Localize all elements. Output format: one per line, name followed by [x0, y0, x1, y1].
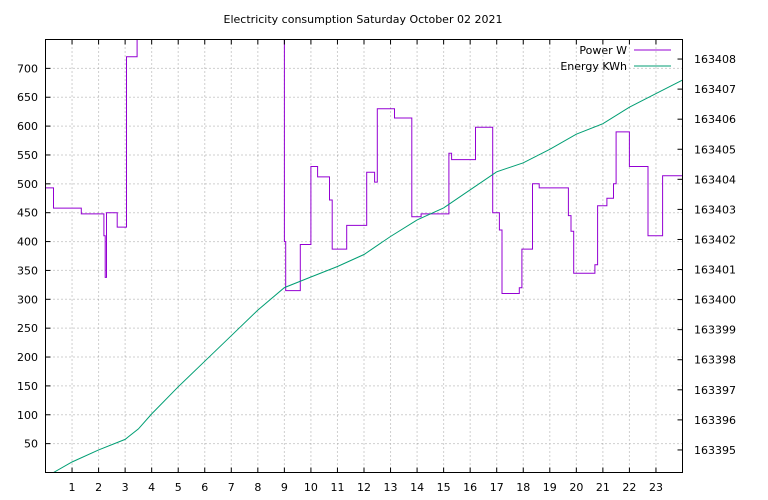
- y-left-tick-label: 450: [17, 207, 38, 220]
- y-left-tick-label: 200: [17, 351, 38, 364]
- x-tick-label: 20: [569, 481, 583, 494]
- x-tick-label: 23: [649, 481, 663, 494]
- y-right-tick-label: 163405: [694, 143, 736, 156]
- y-left-tick-label: 650: [17, 91, 38, 104]
- x-tick-label: 21: [596, 481, 610, 494]
- y-right-tick-label: 163398: [694, 354, 736, 367]
- x-tick-label: 14: [410, 481, 424, 494]
- legend-label-energy-kwh: Energy KWh: [560, 60, 627, 73]
- x-tick-label: 1: [69, 481, 76, 494]
- y-left-tick-label: 400: [17, 236, 38, 249]
- y-right-tick-label: 163402: [694, 233, 736, 246]
- y-right-tick-label: 163396: [694, 414, 736, 427]
- x-tick-label: 16: [463, 481, 477, 494]
- x-tick-label: 6: [201, 481, 208, 494]
- axis-ticks: 1 2 3 4 5 6 7 8 9 10 11 12 13 14 15 16 17 18 19 20 21 22 23501…: [17, 39, 736, 494]
- x-tick-label: 4: [148, 481, 155, 494]
- x-tick-label: 22: [622, 481, 636, 494]
- x-tick-label: 19: [543, 481, 557, 494]
- x-tick-label: 10: [304, 481, 318, 494]
- grid-lines: [45, 39, 683, 473]
- y-left-tick-label: 700: [17, 62, 38, 75]
- y-right-tick-label: 163406: [694, 113, 736, 126]
- y-right-tick-label: 163395: [694, 444, 736, 457]
- legend: Power W Energy KWh: [560, 44, 671, 73]
- x-tick-label: 7: [228, 481, 235, 494]
- y-left-tick-label: 350: [17, 264, 38, 277]
- y-right-tick-label: 163403: [694, 203, 736, 216]
- y-right-tick-label: 163408: [694, 53, 736, 66]
- x-tick-label: 5: [175, 481, 182, 494]
- x-tick-label: 11: [330, 481, 344, 494]
- y-right-tick-label: 163407: [694, 83, 736, 96]
- y-left-tick-label: 50: [24, 438, 38, 451]
- x-tick-label: 17: [490, 481, 504, 494]
- x-tick-label: 12: [357, 481, 371, 494]
- x-tick-label: 3: [122, 481, 129, 494]
- x-tick-label: 18: [516, 481, 530, 494]
- x-tick-label: 9: [281, 481, 288, 494]
- x-tick-label: 15: [437, 481, 451, 494]
- series-line-power-w: [45, 39, 683, 294]
- y-left-tick-label: 550: [17, 149, 38, 162]
- series-line-energy-kwh: [53, 79, 683, 473]
- y-right-tick-label: 163400: [694, 294, 736, 307]
- chart-title: Electricity consumption Saturday October…: [224, 13, 503, 26]
- series-layer: [45, 39, 683, 473]
- x-tick-label: 13: [384, 481, 398, 494]
- y-left-tick-label: 300: [17, 293, 38, 306]
- x-tick-label: 2: [95, 481, 102, 494]
- legend-label-power-w: Power W: [579, 44, 627, 57]
- y-right-tick-label: 163401: [694, 264, 736, 277]
- y-left-tick-label: 100: [17, 409, 38, 422]
- y-right-tick-label: 163404: [694, 173, 736, 186]
- x-tick-label: 8: [254, 481, 261, 494]
- y-left-tick-label: 500: [17, 178, 38, 191]
- y-left-tick-label: 600: [17, 120, 38, 133]
- y-left-tick-label: 250: [17, 322, 38, 335]
- y-right-tick-label: 163399: [694, 324, 736, 337]
- y-right-tick-label: 163397: [694, 384, 736, 397]
- y-left-tick-label: 150: [17, 380, 38, 393]
